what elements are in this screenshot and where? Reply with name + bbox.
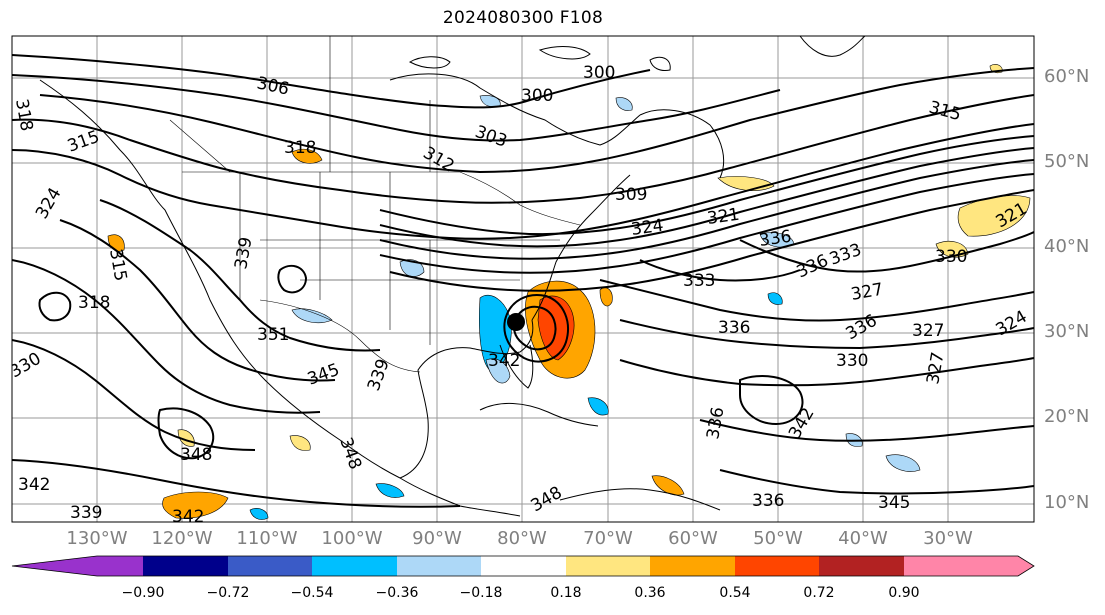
colorbar-segment bbox=[650, 556, 735, 576]
florida bbox=[499, 344, 534, 389]
contour-label: 330 bbox=[836, 351, 868, 371]
lat-label-60n: 60°N bbox=[1044, 66, 1090, 87]
north-america-west-coast bbox=[39, 79, 401, 479]
colorbar-tick: −0.54 bbox=[290, 585, 334, 601]
cutoff-low-contour-1 bbox=[503, 294, 569, 363]
colorbar-segment bbox=[143, 556, 228, 576]
colorbar bbox=[11, 555, 1035, 577]
contour-label: 348 bbox=[180, 445, 212, 465]
colorbar-tick: 0.90 bbox=[888, 585, 920, 601]
lon-label-40w: 40°W bbox=[838, 528, 888, 549]
colorbar-segment bbox=[819, 556, 904, 576]
lon-label-100w: 100°W bbox=[321, 528, 383, 549]
gulf-coast bbox=[399, 319, 534, 479]
colorbar-outline bbox=[11, 555, 1035, 577]
lon-label-70w: 70°W bbox=[583, 528, 633, 549]
greenland bbox=[799, 36, 866, 57]
political-borders bbox=[169, 36, 581, 373]
contour-label: 342 bbox=[172, 507, 204, 527]
map-title: 2024080300 F108 bbox=[442, 8, 604, 28]
colorbar-segment bbox=[397, 556, 481, 576]
contour-label: 345 bbox=[878, 493, 910, 513]
contour-label: 321 bbox=[706, 205, 741, 229]
contour-label: 333 bbox=[683, 271, 715, 291]
weather-map: 306 300 300 303 312 318 315 324 318 315 … bbox=[11, 35, 1035, 527]
cuba bbox=[479, 402, 599, 427]
contour-label: 324 bbox=[630, 216, 665, 240]
lon-label-130w: 130°W bbox=[66, 528, 128, 549]
colorbar-tick: 0.72 bbox=[803, 585, 835, 601]
lat-label-30n: 30°N bbox=[1044, 321, 1090, 342]
contour-label: 336 bbox=[752, 491, 784, 511]
colorbar-tick: 0.18 bbox=[550, 585, 582, 601]
lat-label-40n: 40°N bbox=[1044, 236, 1090, 257]
lon-label-30w: 30°W bbox=[923, 528, 973, 549]
colorbar-segment bbox=[735, 556, 819, 576]
cutoff-low-contour-2 bbox=[513, 305, 557, 351]
colorbar-segment bbox=[312, 556, 397, 576]
colorbar-segments bbox=[12, 556, 1034, 576]
colorbar-segment bbox=[228, 556, 312, 576]
map-frame bbox=[11, 35, 1035, 523]
colorbar-tick: 0.54 bbox=[719, 585, 751, 601]
lat-label-20n: 20°N bbox=[1044, 406, 1090, 427]
contour-label: 330 bbox=[935, 247, 967, 267]
south-america bbox=[559, 488, 721, 511]
lat-label-50n: 50°N bbox=[1044, 151, 1090, 172]
colorbar-tick: −0.90 bbox=[121, 585, 165, 601]
lon-label-90w: 90°W bbox=[412, 528, 462, 549]
contour-label: 300 bbox=[521, 86, 553, 106]
lon-label-80w: 80°W bbox=[497, 528, 547, 549]
lon-label-60w: 60°W bbox=[668, 528, 718, 549]
contour-label: 309 bbox=[615, 185, 647, 205]
colorbar-extend-high bbox=[904, 556, 1034, 576]
contour-label: 318 bbox=[11, 97, 36, 132]
contour-label: 351 bbox=[257, 325, 289, 345]
colorbar-extend-low bbox=[12, 556, 143, 576]
lon-label-110w: 110°W bbox=[236, 528, 298, 549]
contour-label: 318 bbox=[284, 138, 316, 158]
lat-label-10n: 10°N bbox=[1044, 492, 1090, 513]
storm-center-dot bbox=[507, 313, 525, 331]
colorbar-segment bbox=[566, 556, 650, 576]
contour-label: 336 bbox=[758, 227, 793, 251]
labrador bbox=[639, 109, 725, 179]
contour-label: 318 bbox=[78, 293, 110, 313]
contour-label: 327 bbox=[912, 321, 944, 341]
colorbar-tick: 0.36 bbox=[634, 585, 666, 601]
hudson-bay bbox=[389, 73, 641, 146]
colorbar-tick: −0.36 bbox=[375, 585, 419, 601]
contour-label: 339 bbox=[70, 503, 102, 523]
lon-label-120w: 120°W bbox=[151, 528, 213, 549]
lon-label-50w: 50°W bbox=[753, 528, 803, 549]
contour-label: 342 bbox=[488, 351, 520, 371]
contour-label: 300 bbox=[583, 63, 615, 83]
colorbar-segment bbox=[481, 556, 566, 576]
colorbar-tick: −0.18 bbox=[459, 585, 503, 601]
height-contours bbox=[12, 54, 1034, 508]
contour-label: 336 bbox=[718, 318, 750, 338]
contour-label: 342 bbox=[18, 475, 50, 495]
colorbar-tick: −0.72 bbox=[206, 585, 250, 601]
